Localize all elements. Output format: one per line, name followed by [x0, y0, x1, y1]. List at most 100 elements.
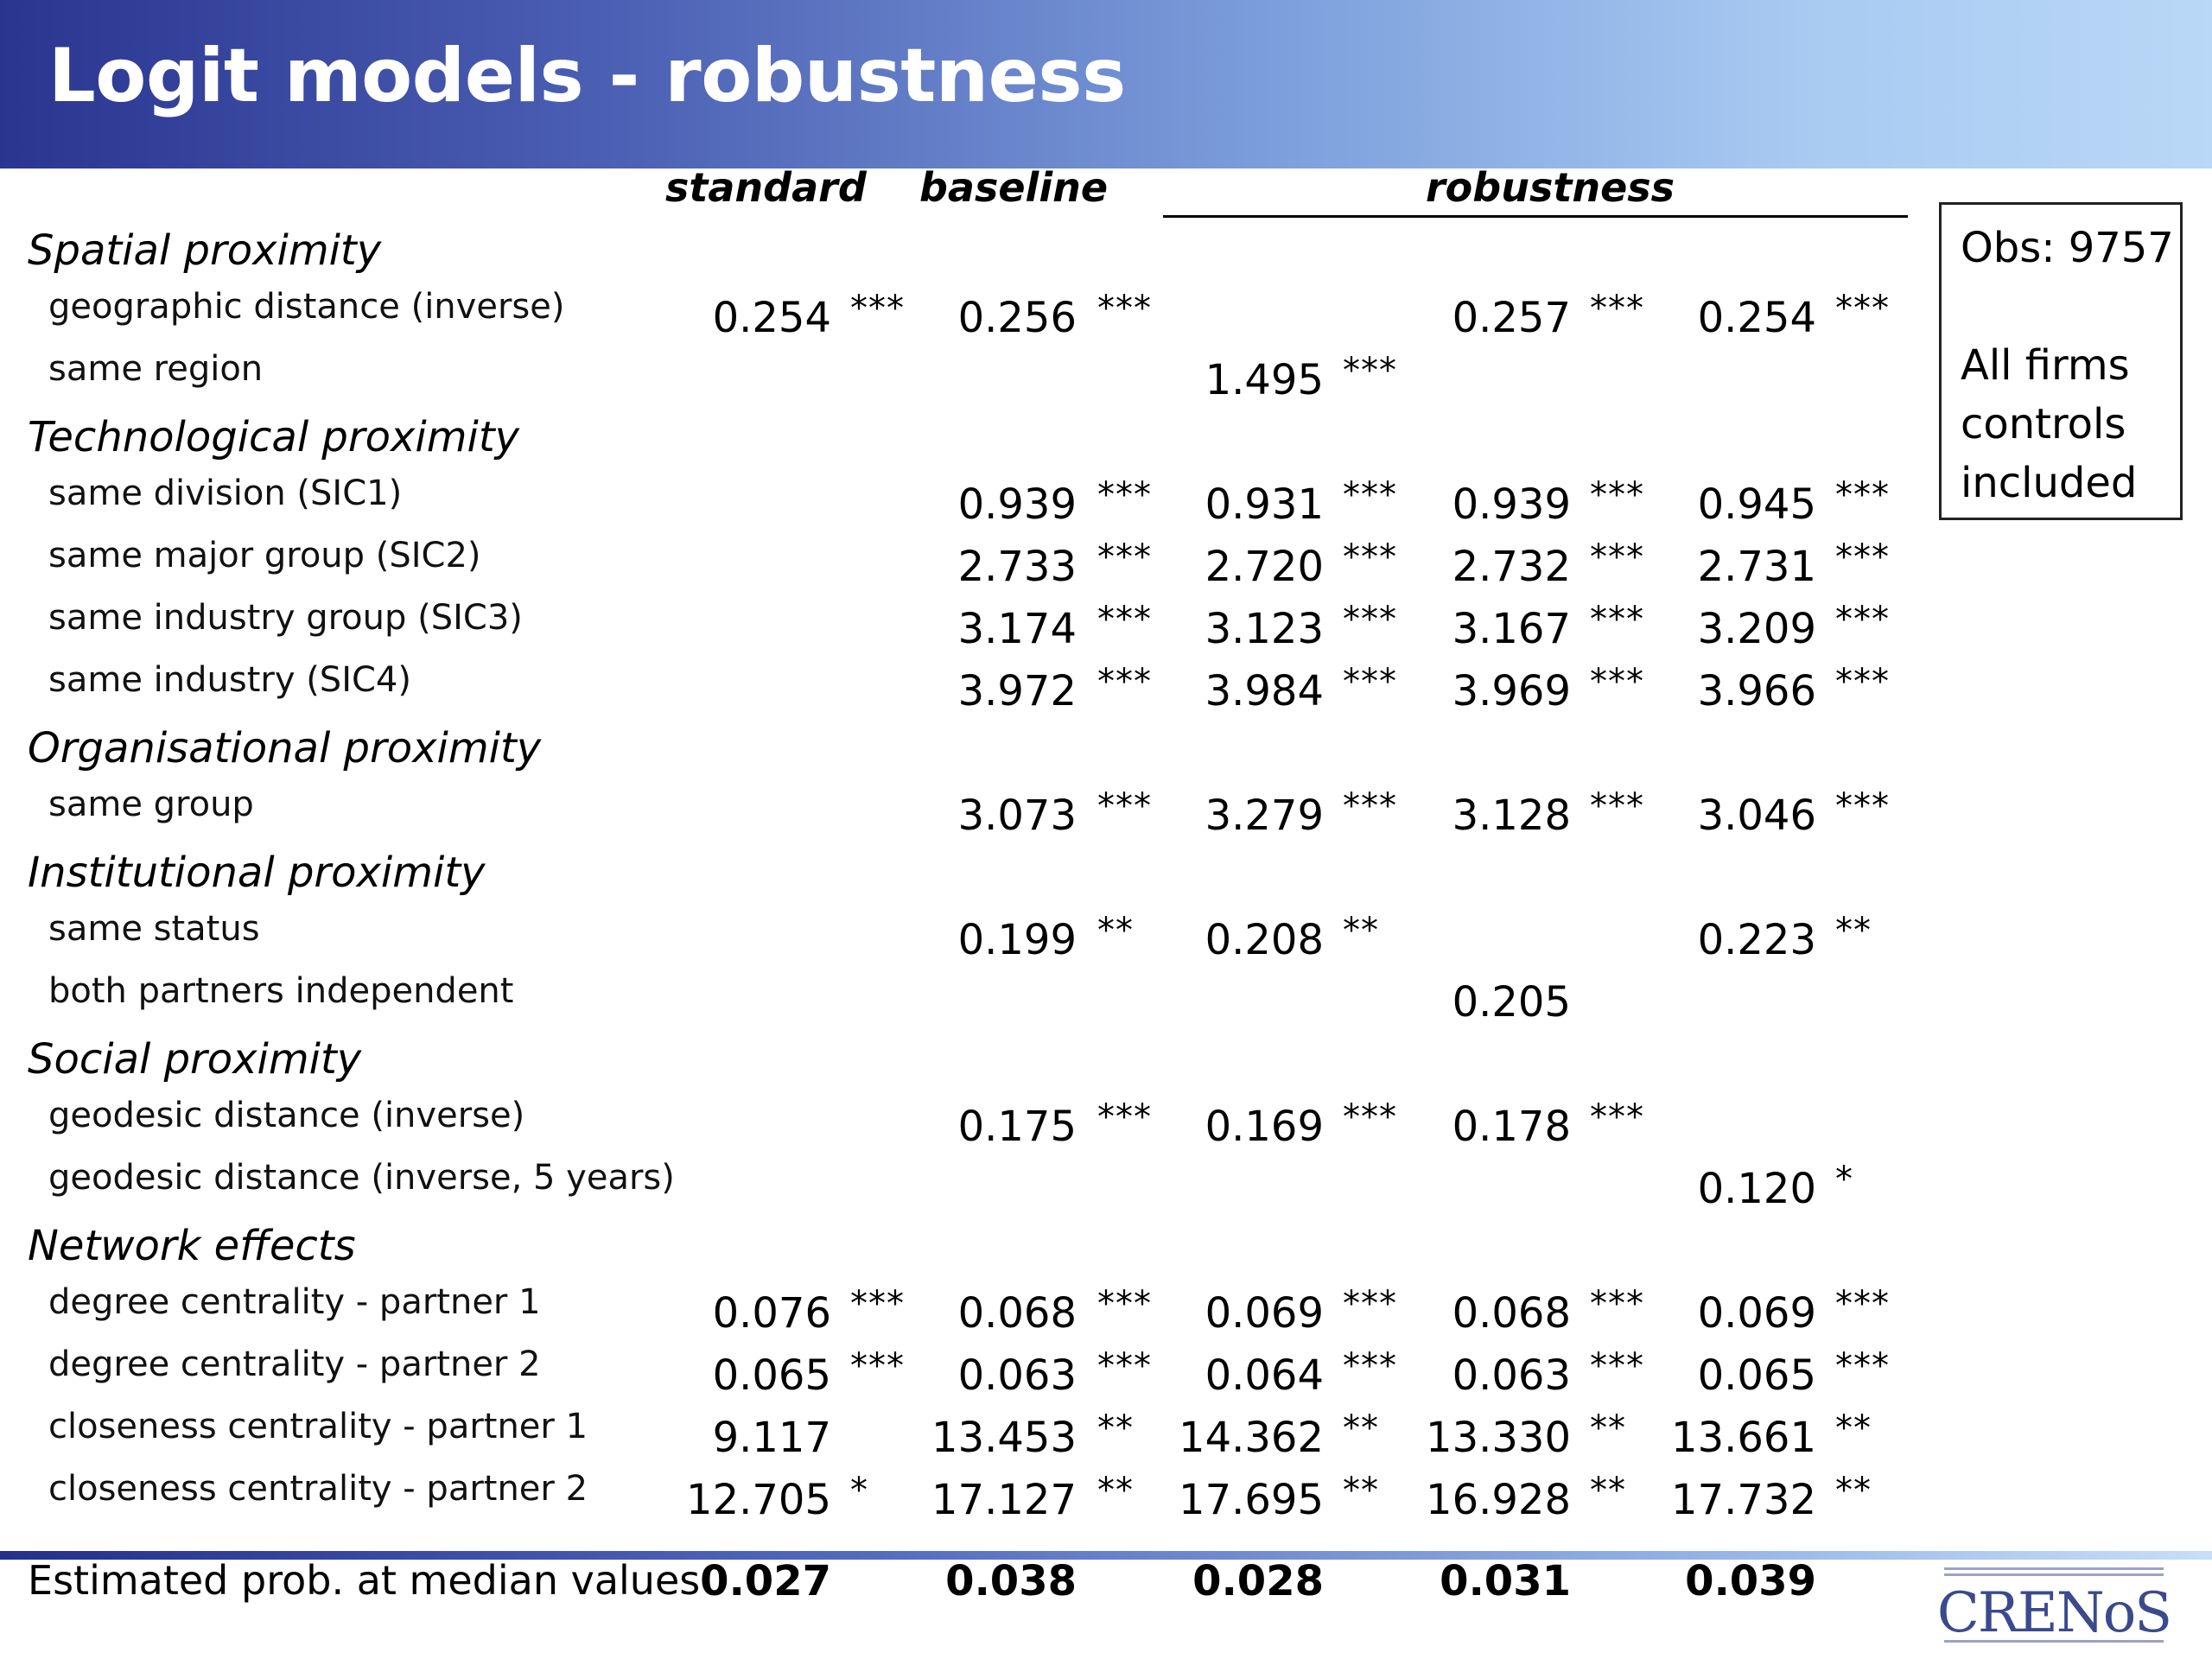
column-header-standard: standard [665, 164, 867, 211]
significance-stars: *** [1097, 1284, 1152, 1324]
robustness-underline [1163, 215, 1908, 218]
coefficient-value: 0.208 [1205, 916, 1324, 964]
significance-stars: *** [850, 1346, 905, 1386]
coefficient-value: 17.732 [1671, 1476, 1816, 1524]
significance-stars: *** [1590, 600, 1644, 639]
significance-stars: *** [850, 289, 905, 328]
obs-note-line-1: All firms [1961, 341, 2130, 390]
significance-stars: *** [1343, 351, 1397, 391]
significance-stars: ** [1835, 911, 1872, 950]
coefficient-value: 0.076 [712, 1289, 831, 1338]
coefficient-value: 17.127 [931, 1476, 1077, 1524]
coefficient-value: 0.063 [1452, 1351, 1571, 1400]
significance-stars: *** [1835, 662, 1890, 702]
coefficient-value: 3.279 [1205, 791, 1324, 840]
coefficient-value: 3.966 [1697, 667, 1816, 715]
coefficient-value: 0.931 [1205, 480, 1324, 529]
significance-stars: ** [1097, 1408, 1134, 1448]
coefficient-value: 0.945 [1697, 480, 1816, 529]
significance-stars: *** [1343, 475, 1397, 515]
significance-stars: ** [1835, 1408, 1872, 1448]
coefficient-value: 3.209 [1697, 605, 1816, 653]
significance-stars: *** [1835, 475, 1890, 515]
row-label: degree centrality - partner 2 [48, 1344, 541, 1384]
row-label: same industry (SIC4) [48, 660, 411, 700]
significance-stars: *** [1097, 662, 1152, 702]
coefficient-value: 0.256 [957, 294, 1077, 342]
coefficient-value: 0.254 [712, 294, 831, 342]
estimated-prob-value: 0.039 [1685, 1557, 1816, 1605]
category-organisational-proximity: Organisational proximity [28, 724, 542, 772]
coefficient-value: 16.928 [1426, 1476, 1571, 1524]
significance-stars: ** [1835, 1471, 1872, 1510]
category-spatial-proximity: Spatial proximity [28, 226, 382, 275]
estimated-prob-value: 0.027 [700, 1557, 831, 1605]
column-header-baseline: baseline [919, 164, 1109, 211]
column-header-robustness: robustness [1426, 164, 1675, 211]
coefficient-value: 14.362 [1179, 1414, 1324, 1462]
row-label: same group [48, 785, 254, 824]
coefficient-value: 3.128 [1452, 791, 1571, 840]
coefficient-value: 3.972 [957, 667, 1077, 715]
coefficient-value: 0.254 [1697, 294, 1816, 342]
coefficient-value: 13.453 [931, 1414, 1077, 1462]
obs-note-line-3: included [1961, 459, 2138, 507]
coefficient-value: 3.073 [957, 791, 1077, 840]
coefficient-value: 2.732 [1452, 543, 1571, 591]
bottom-divider [0, 1551, 2212, 1560]
category-institutional-proximity: Institutional proximity [28, 849, 486, 897]
coefficient-value: 0.069 [1697, 1289, 1816, 1338]
coefficient-value: 3.969 [1452, 667, 1571, 715]
coefficient-value: 0.120 [1697, 1165, 1816, 1213]
coefficient-value: 0.065 [712, 1351, 831, 1400]
significance-stars: *** [1097, 289, 1152, 328]
significance-stars: *** [1590, 1346, 1644, 1386]
coefficient-value: 13.330 [1426, 1414, 1571, 1462]
significance-stars: *** [1343, 1097, 1397, 1137]
coefficient-value: 3.984 [1205, 667, 1324, 715]
row-label: geodesic distance (inverse, 5 years) [48, 1158, 675, 1198]
coefficient-value: 0.064 [1205, 1351, 1324, 1400]
coefficient-value: 0.178 [1452, 1103, 1571, 1151]
obs-count: Obs: 9757 [1961, 224, 2174, 272]
significance-stars: *** [1343, 1284, 1397, 1324]
significance-stars: *** [1097, 1097, 1152, 1137]
coefficient-value: 2.733 [957, 543, 1077, 591]
row-label: same industry group (SIC3) [48, 598, 523, 638]
coefficient-value: 0.068 [1452, 1289, 1571, 1338]
coefficient-value: 3.167 [1452, 605, 1571, 653]
significance-stars: *** [1097, 475, 1152, 515]
coefficient-value: 0.069 [1205, 1289, 1324, 1338]
row-label: both partners independent [48, 971, 514, 1011]
row-label: closeness centrality - partner 1 [48, 1407, 588, 1446]
estimated-prob-value: 0.031 [1440, 1557, 1571, 1605]
significance-stars: *** [1590, 786, 1644, 826]
row-label: geodesic distance (inverse) [48, 1096, 525, 1135]
coefficient-value: 0.063 [957, 1351, 1077, 1400]
row-label: degree centrality - partner 1 [48, 1282, 541, 1322]
significance-stars: *** [1835, 289, 1890, 328]
significance-stars: *** [1590, 537, 1644, 577]
crenos-logo: CRENoS [1939, 1567, 2169, 1645]
significance-stars: *** [1590, 1097, 1644, 1137]
coefficient-value: 0.939 [957, 480, 1077, 529]
significance-stars: *** [1097, 1346, 1152, 1386]
significance-stars: *** [1590, 289, 1644, 328]
obs-note-line-2: controls [1961, 400, 2126, 448]
significance-stars: *** [1835, 1346, 1890, 1386]
coefficient-value: 0.175 [957, 1103, 1077, 1151]
coefficient-value: 0.205 [1452, 978, 1571, 1027]
row-label: same major group (SIC2) [48, 536, 481, 575]
coefficient-value: 9.117 [712, 1414, 831, 1462]
coefficient-value: 0.939 [1452, 480, 1571, 529]
coefficient-value: 0.223 [1697, 916, 1816, 964]
coefficient-value: 13.661 [1671, 1414, 1816, 1462]
significance-stars: * [1835, 1160, 1853, 1199]
coefficient-value: 1.495 [1205, 356, 1324, 404]
estimated-prob-value: 0.038 [945, 1557, 1077, 1605]
observation-box: Obs: 9757 All firms controls included [1939, 202, 2183, 520]
significance-stars: *** [1097, 786, 1152, 826]
significance-stars: *** [1097, 537, 1152, 577]
slide-title: Logit models - robustness [48, 33, 1126, 119]
significance-stars: *** [1590, 662, 1644, 702]
